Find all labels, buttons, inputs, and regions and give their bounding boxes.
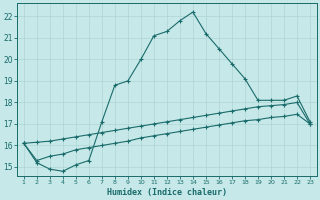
X-axis label: Humidex (Indice chaleur): Humidex (Indice chaleur) — [107, 188, 227, 197]
